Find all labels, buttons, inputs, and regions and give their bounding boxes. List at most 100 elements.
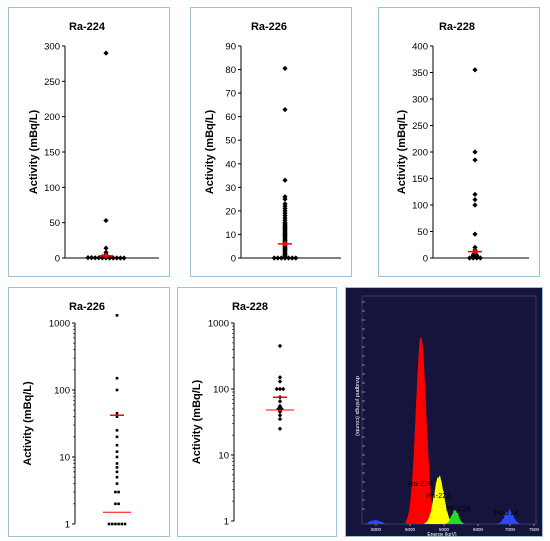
data-point [115,482,119,485]
x-tick-label: 5000 [439,527,450,532]
data-point [277,409,283,415]
data-point [472,197,478,203]
y-tick-label: 10 [225,230,236,241]
chart-panel-ra228-log: Ra-228 1 10 100 1000 Activity (mBq/L) [177,287,337,537]
data-point [277,379,283,384]
y-tick-label: 250 [44,77,60,88]
chart-title: Ra-228 [439,21,475,33]
data-point [107,522,111,526]
data-point [115,415,119,418]
y-tick-label: 200 [412,148,428,159]
data-point [277,413,283,418]
data-point [115,388,119,392]
y-tick-label: 250 [412,121,428,132]
data-point [114,490,117,494]
data-point [277,386,283,392]
x-tick-label: 7000 [505,527,516,532]
data-point [472,191,478,197]
data-point [282,107,288,113]
y-tick-label: 70 [225,89,236,100]
data-point [115,475,119,479]
data-point [474,255,480,261]
data-point [277,375,283,380]
peak-po214 [496,508,522,524]
data-point [472,67,478,73]
data-point [110,255,116,261]
data-point [115,462,119,465]
data-point [114,522,117,526]
y-tick-label: 1 [65,520,70,531]
data-point [110,522,114,526]
y-tick-label: 50 [225,136,236,147]
chart-panel-ra224-linear: Ra-224 0 50 100 150 200 250 300 Activity (mBq/L) [8,7,170,277]
data-point [282,177,288,183]
data-point [115,376,119,380]
y-tick-label: 0 [423,254,428,265]
data-point [293,255,299,261]
data-point [115,443,119,447]
peak-label: Rn-222 [426,491,451,500]
x-tick-label: 6000 [473,527,484,532]
y-tick-label: 50 [49,218,60,229]
chart-title: Ra-226 [69,301,105,313]
y-tick-label: 200 [44,112,60,123]
y-tick-label: 0 [55,254,60,265]
data-point [277,416,283,422]
data-point [271,255,277,261]
data-point [115,470,119,474]
chart-svg: Ra-228 1 10 100 1000 Activity (mBq/L) [191,301,294,528]
y-tick-label: 10 [218,451,229,462]
chart-title: Ra-224 [69,21,106,33]
y-tick-label: 400 [412,42,428,53]
y-tick-label: 1000 [208,319,229,330]
data-point [117,490,120,494]
mean-marker [472,248,478,255]
data-point [281,386,286,392]
data-point [103,245,109,251]
y-tick-label: 20 [225,206,236,217]
data-point [277,399,283,404]
spectrum-svg: dvuqpnd ysIngs (counts) Ra-226 Rn-222 Po-21… [354,295,540,536]
y-tick-label: 40 [225,159,236,170]
y-tick-label: 350 [412,68,428,79]
y-tick-label: 1 [224,517,229,528]
data-point [274,386,279,392]
peak-label: Po-218 [446,504,470,513]
chart-svg: Ra-224 0 50 100 150 200 250 300 Activity (mBq/L) [28,21,159,265]
data-point [115,455,119,459]
data-point [282,65,288,71]
mean-marker [103,252,109,259]
data-point [115,411,119,415]
data-point [289,255,295,261]
data-point [472,231,478,237]
data-point [89,255,95,261]
chart-title: Ra-228 [232,301,268,313]
data-point [277,343,283,349]
y-tick-label: 90 [225,42,236,53]
data-point [103,217,109,224]
peak-ra226 [405,336,437,524]
y-tick-label: 0 [231,254,236,265]
y-axis-label: dvuqpnd ysIngs (counts) [354,376,360,436]
data-point [117,255,123,261]
data-point [115,435,119,439]
y-tick-label: 100 [412,201,428,212]
y-tick-label: 60 [225,112,236,123]
y-axis-label: Activity (mBq/L) [22,381,34,466]
chart-panel-ra228-linear: Ra-228 0 50 100 150 200 250 300 350 400 Activity (… [378,7,540,277]
data-point [120,522,124,526]
y-axis-label: Activity (mBq/L) [28,109,40,194]
plot-frame [361,295,537,525]
chart-panel-ra226-log: Ra-226 1 10 100 1000 Activity (mBq/L) [8,287,170,537]
data-point [107,255,113,261]
y-tick-label: 300 [412,95,428,106]
data-point [286,255,292,261]
data-point [117,502,120,506]
peak-label: Ra-226 [408,479,433,488]
data-point [282,196,288,202]
data-point [275,255,281,261]
x-tick-label: 7500 [529,527,540,532]
data-point [115,466,119,469]
data-point [123,522,127,526]
data-point [121,255,127,261]
